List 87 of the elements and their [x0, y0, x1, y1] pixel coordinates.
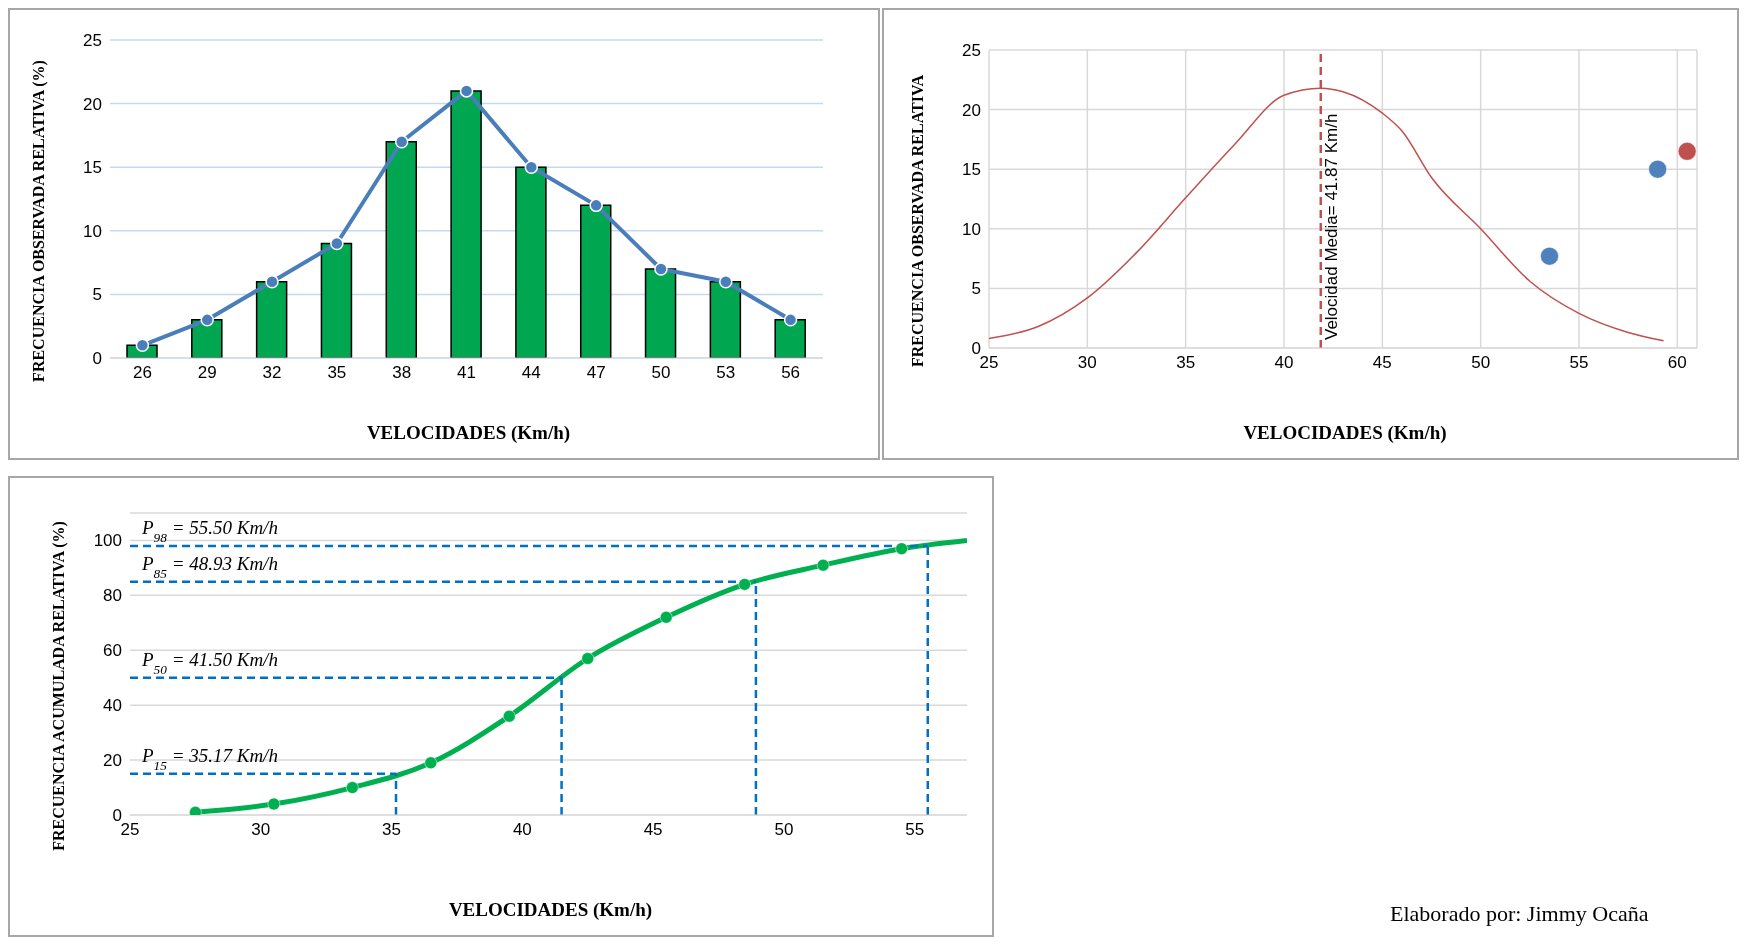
y-tick-label: 0 — [971, 339, 981, 359]
point — [895, 542, 908, 555]
bar — [450, 90, 482, 358]
y-tick-label: 5 — [92, 285, 102, 305]
bar — [774, 319, 806, 358]
y-tick-label: 20 — [962, 100, 981, 120]
y-tick-label: 10 — [83, 221, 102, 241]
point — [1677, 142, 1697, 161]
x-tick-label: 40 — [1274, 353, 1294, 373]
bar — [515, 166, 547, 358]
x-tick-label: 55 — [905, 820, 925, 840]
point — [719, 274, 733, 289]
y-axis-title: FRECUENCIA OBSERVADA RELATIVA (%) — [28, 59, 49, 384]
x-tick-label: 41 — [457, 363, 476, 383]
point — [1540, 246, 1559, 266]
bar — [644, 268, 677, 358]
point — [200, 313, 214, 327]
point — [589, 198, 603, 213]
y-tick-label: 60 — [103, 641, 122, 661]
point — [654, 262, 668, 276]
ref-line-label: P$_{98}$ = 55.50 Km/h — [141, 516, 278, 545]
bar — [320, 242, 353, 358]
point — [816, 558, 830, 572]
bar — [255, 280, 288, 358]
point — [524, 160, 539, 174]
y-tick-label: 25 — [83, 31, 102, 51]
point — [659, 611, 673, 624]
ref-line-label: P$_{50}$ = 41.50 Km/h — [141, 648, 278, 677]
point — [346, 781, 359, 794]
x-tick-label: 60 — [1667, 353, 1687, 373]
x-tick-label: 30 — [1077, 353, 1097, 373]
x-axis-title: VELOCIDADES (Km/h) — [365, 422, 572, 444]
x-tick-label: 50 — [1471, 353, 1491, 373]
y-tick-label: 80 — [103, 586, 122, 606]
ref-line-label: Velocidad Media= 41.87 Km/h — [1321, 113, 1341, 340]
x-tick-label: 35 — [1176, 353, 1196, 373]
ref-line-label: P$_{85}$ = 48.93 Km/h — [141, 552, 278, 581]
point — [1648, 159, 1667, 179]
y-tick-label: 5 — [971, 279, 981, 299]
point — [394, 135, 409, 149]
bar — [385, 141, 418, 358]
x-axis-title: VELOCIDADES (Km/h) — [447, 899, 654, 921]
point — [424, 756, 438, 770]
x-tick-label: 45 — [1372, 353, 1392, 373]
point — [267, 797, 281, 811]
x-tick-label: 50 — [774, 820, 794, 840]
y-tick-label: 40 — [103, 696, 122, 716]
point — [459, 84, 474, 98]
y-tick-label: 10 — [962, 219, 981, 239]
y-axis-title: FRECUENCIA OBSERVADA RELATIVA — [907, 74, 927, 369]
x-tick-label: 35 — [327, 363, 347, 383]
x-tick-label: 32 — [262, 363, 282, 383]
point — [738, 578, 751, 591]
x-tick-label: 50 — [651, 363, 671, 383]
point — [330, 236, 344, 251]
y-tick-label: 0 — [112, 806, 122, 826]
x-tick-label: 25 — [120, 820, 140, 840]
x-tick-label: 26 — [132, 363, 152, 383]
y-tick-label: 100 — [93, 531, 122, 551]
point — [265, 274, 279, 289]
point — [135, 338, 150, 353]
y-tick-label: 20 — [83, 94, 102, 114]
point — [503, 709, 516, 723]
x-tick-label: 30 — [251, 820, 271, 840]
text: Elaborado por: Jimmy Ocaña — [1390, 901, 1649, 927]
x-tick-label: 44 — [521, 363, 541, 383]
y-tick-label: 0 — [92, 349, 102, 369]
x-tick-label: 38 — [392, 363, 412, 383]
x-axis-title: VELOCIDADES (Km/h) — [1242, 422, 1448, 444]
point — [581, 652, 594, 665]
x-tick-label: 55 — [1569, 353, 1589, 373]
x-tick-label: 45 — [643, 820, 663, 840]
y-axis-title: FRECUENCIA ACUMULADA RELATIVA (%) — [48, 520, 69, 853]
bar — [579, 204, 612, 358]
x-tick-label: 56 — [781, 363, 801, 383]
bar — [709, 280, 742, 358]
ref-line-label: P$_{15}$ = 35.17 Km/h — [141, 744, 278, 773]
y-tick-label: 15 — [962, 160, 981, 180]
x-tick-label: 47 — [586, 363, 606, 383]
y-tick-label: 25 — [962, 41, 981, 61]
x-tick-label: 29 — [197, 363, 217, 383]
y-tick-label: 20 — [103, 751, 122, 771]
x-tick-label: 40 — [512, 820, 532, 840]
x-tick-label: 35 — [382, 820, 402, 840]
y-tick-label: 15 — [83, 158, 102, 178]
x-tick-label: 53 — [716, 363, 736, 383]
point — [783, 313, 798, 327]
